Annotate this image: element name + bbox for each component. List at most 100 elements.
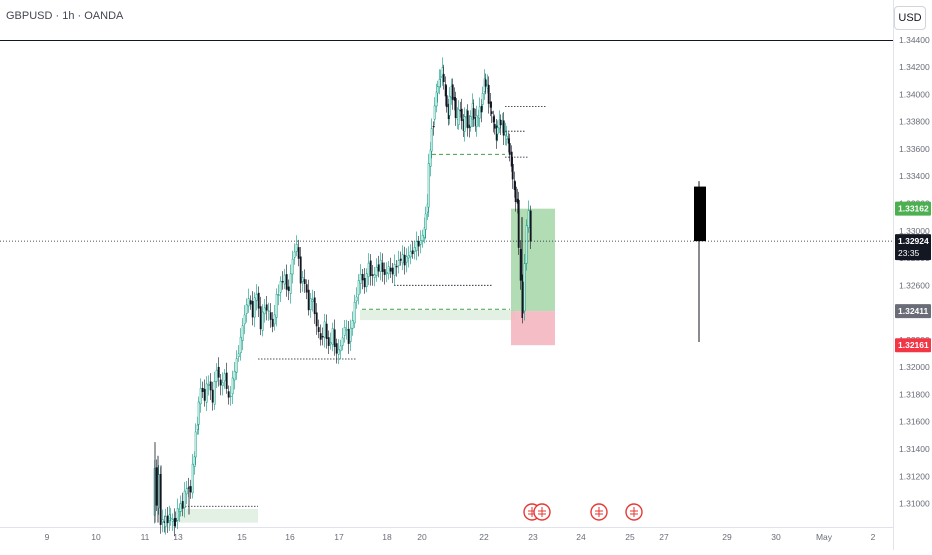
candle-body	[403, 254, 406, 266]
candle-body	[424, 213, 427, 230]
x-tick-label: 18	[382, 532, 392, 542]
candle-body	[507, 138, 510, 144]
candle-body	[253, 297, 256, 318]
stop-price-label-bg	[895, 338, 931, 353]
candle-body	[435, 91, 438, 107]
candle-body	[297, 247, 300, 259]
candle-body	[355, 296, 358, 302]
candle-body	[391, 267, 394, 275]
candle-body	[409, 251, 412, 258]
x-tick-label: 9	[45, 532, 50, 542]
candle-body	[207, 384, 210, 386]
candle-body	[215, 369, 218, 382]
candle-body	[423, 227, 426, 238]
current-price-label-bg	[895, 234, 931, 261]
candle-body	[407, 255, 410, 259]
candle-body	[432, 125, 435, 128]
candle-body	[247, 298, 250, 307]
candle-body	[475, 115, 478, 127]
candle-body	[269, 312, 272, 320]
candle-body	[343, 327, 346, 336]
candle-body	[426, 203, 429, 213]
demand-zone	[360, 309, 515, 321]
candle-body	[361, 273, 364, 281]
candle-body	[523, 263, 526, 312]
candle-body	[239, 336, 242, 354]
candle-body	[205, 383, 208, 403]
candle-body	[463, 116, 466, 132]
candle-body	[337, 349, 340, 355]
candle-body	[383, 269, 386, 275]
candle-body	[393, 264, 396, 276]
candle-body	[299, 256, 302, 284]
candle-body	[333, 329, 336, 347]
candle-body	[511, 163, 514, 180]
x-tick-label: 15	[237, 532, 247, 542]
candle-body	[454, 98, 457, 118]
candle-body	[155, 467, 158, 506]
candle-body	[255, 293, 258, 301]
candle-body	[315, 312, 318, 327]
candle-body	[351, 320, 354, 329]
candle-body	[484, 79, 487, 87]
x-tick-label: 30	[771, 532, 781, 542]
candle-body	[289, 273, 292, 294]
candle-body	[480, 106, 483, 113]
y-tick-label: 1.33800	[899, 117, 930, 127]
candle-body	[285, 274, 288, 290]
currency-button[interactable]: USD	[894, 6, 926, 30]
candle-body	[181, 501, 184, 509]
flag-icon	[538, 507, 546, 517]
x-tick-label: 22	[479, 532, 489, 542]
candle-body	[279, 280, 282, 293]
candle-body	[261, 311, 264, 331]
candle-body	[438, 78, 441, 88]
y-tick-label: 1.33600	[899, 144, 930, 154]
candle-body	[385, 272, 388, 274]
candle-body	[331, 328, 334, 345]
candle-body	[271, 318, 274, 327]
candle-body	[293, 251, 296, 258]
candle-body	[321, 336, 324, 338]
candle-body	[399, 258, 402, 261]
candle-body	[347, 329, 350, 344]
x-tick-label: 17	[334, 532, 344, 542]
entry-price-label-bg	[895, 304, 931, 319]
y-tick-label: 1.34000	[899, 89, 930, 99]
flag-icon	[630, 507, 638, 517]
candle-body	[241, 325, 244, 341]
stop-loss-zone	[511, 311, 555, 346]
candle-body	[176, 508, 179, 521]
candle-body	[502, 120, 505, 136]
candle-body	[525, 225, 528, 264]
candle-body	[436, 86, 439, 94]
candle-body	[460, 108, 463, 121]
candle-body	[193, 456, 196, 467]
x-tick-label: 11	[141, 532, 150, 542]
candle-body	[359, 274, 362, 284]
candle-body	[445, 95, 448, 108]
candle-body	[442, 73, 445, 83]
candle-body	[481, 93, 484, 105]
y-tick-label: 1.31000	[899, 499, 930, 509]
chart-title: GBPUSD · 1h · OANDA	[6, 10, 124, 22]
candle-body	[499, 119, 502, 126]
candle-body	[389, 267, 392, 272]
target-price-label: 1.33162	[898, 204, 929, 214]
candle-body	[229, 395, 232, 398]
candle-body	[225, 372, 228, 389]
candle-body	[168, 514, 171, 522]
candle-body	[504, 131, 507, 136]
candle-body	[231, 377, 234, 395]
candle-body	[421, 234, 424, 242]
x-tick-label: 10	[91, 532, 101, 542]
candle-body	[189, 486, 192, 493]
candle-body	[305, 284, 308, 293]
y-tick-label: 1.33400	[899, 171, 930, 181]
y-tick-label: 1.32600	[899, 280, 930, 290]
candle-body	[472, 108, 475, 119]
y-tick-label: 1.31200	[899, 471, 930, 481]
candle-body	[245, 304, 248, 314]
